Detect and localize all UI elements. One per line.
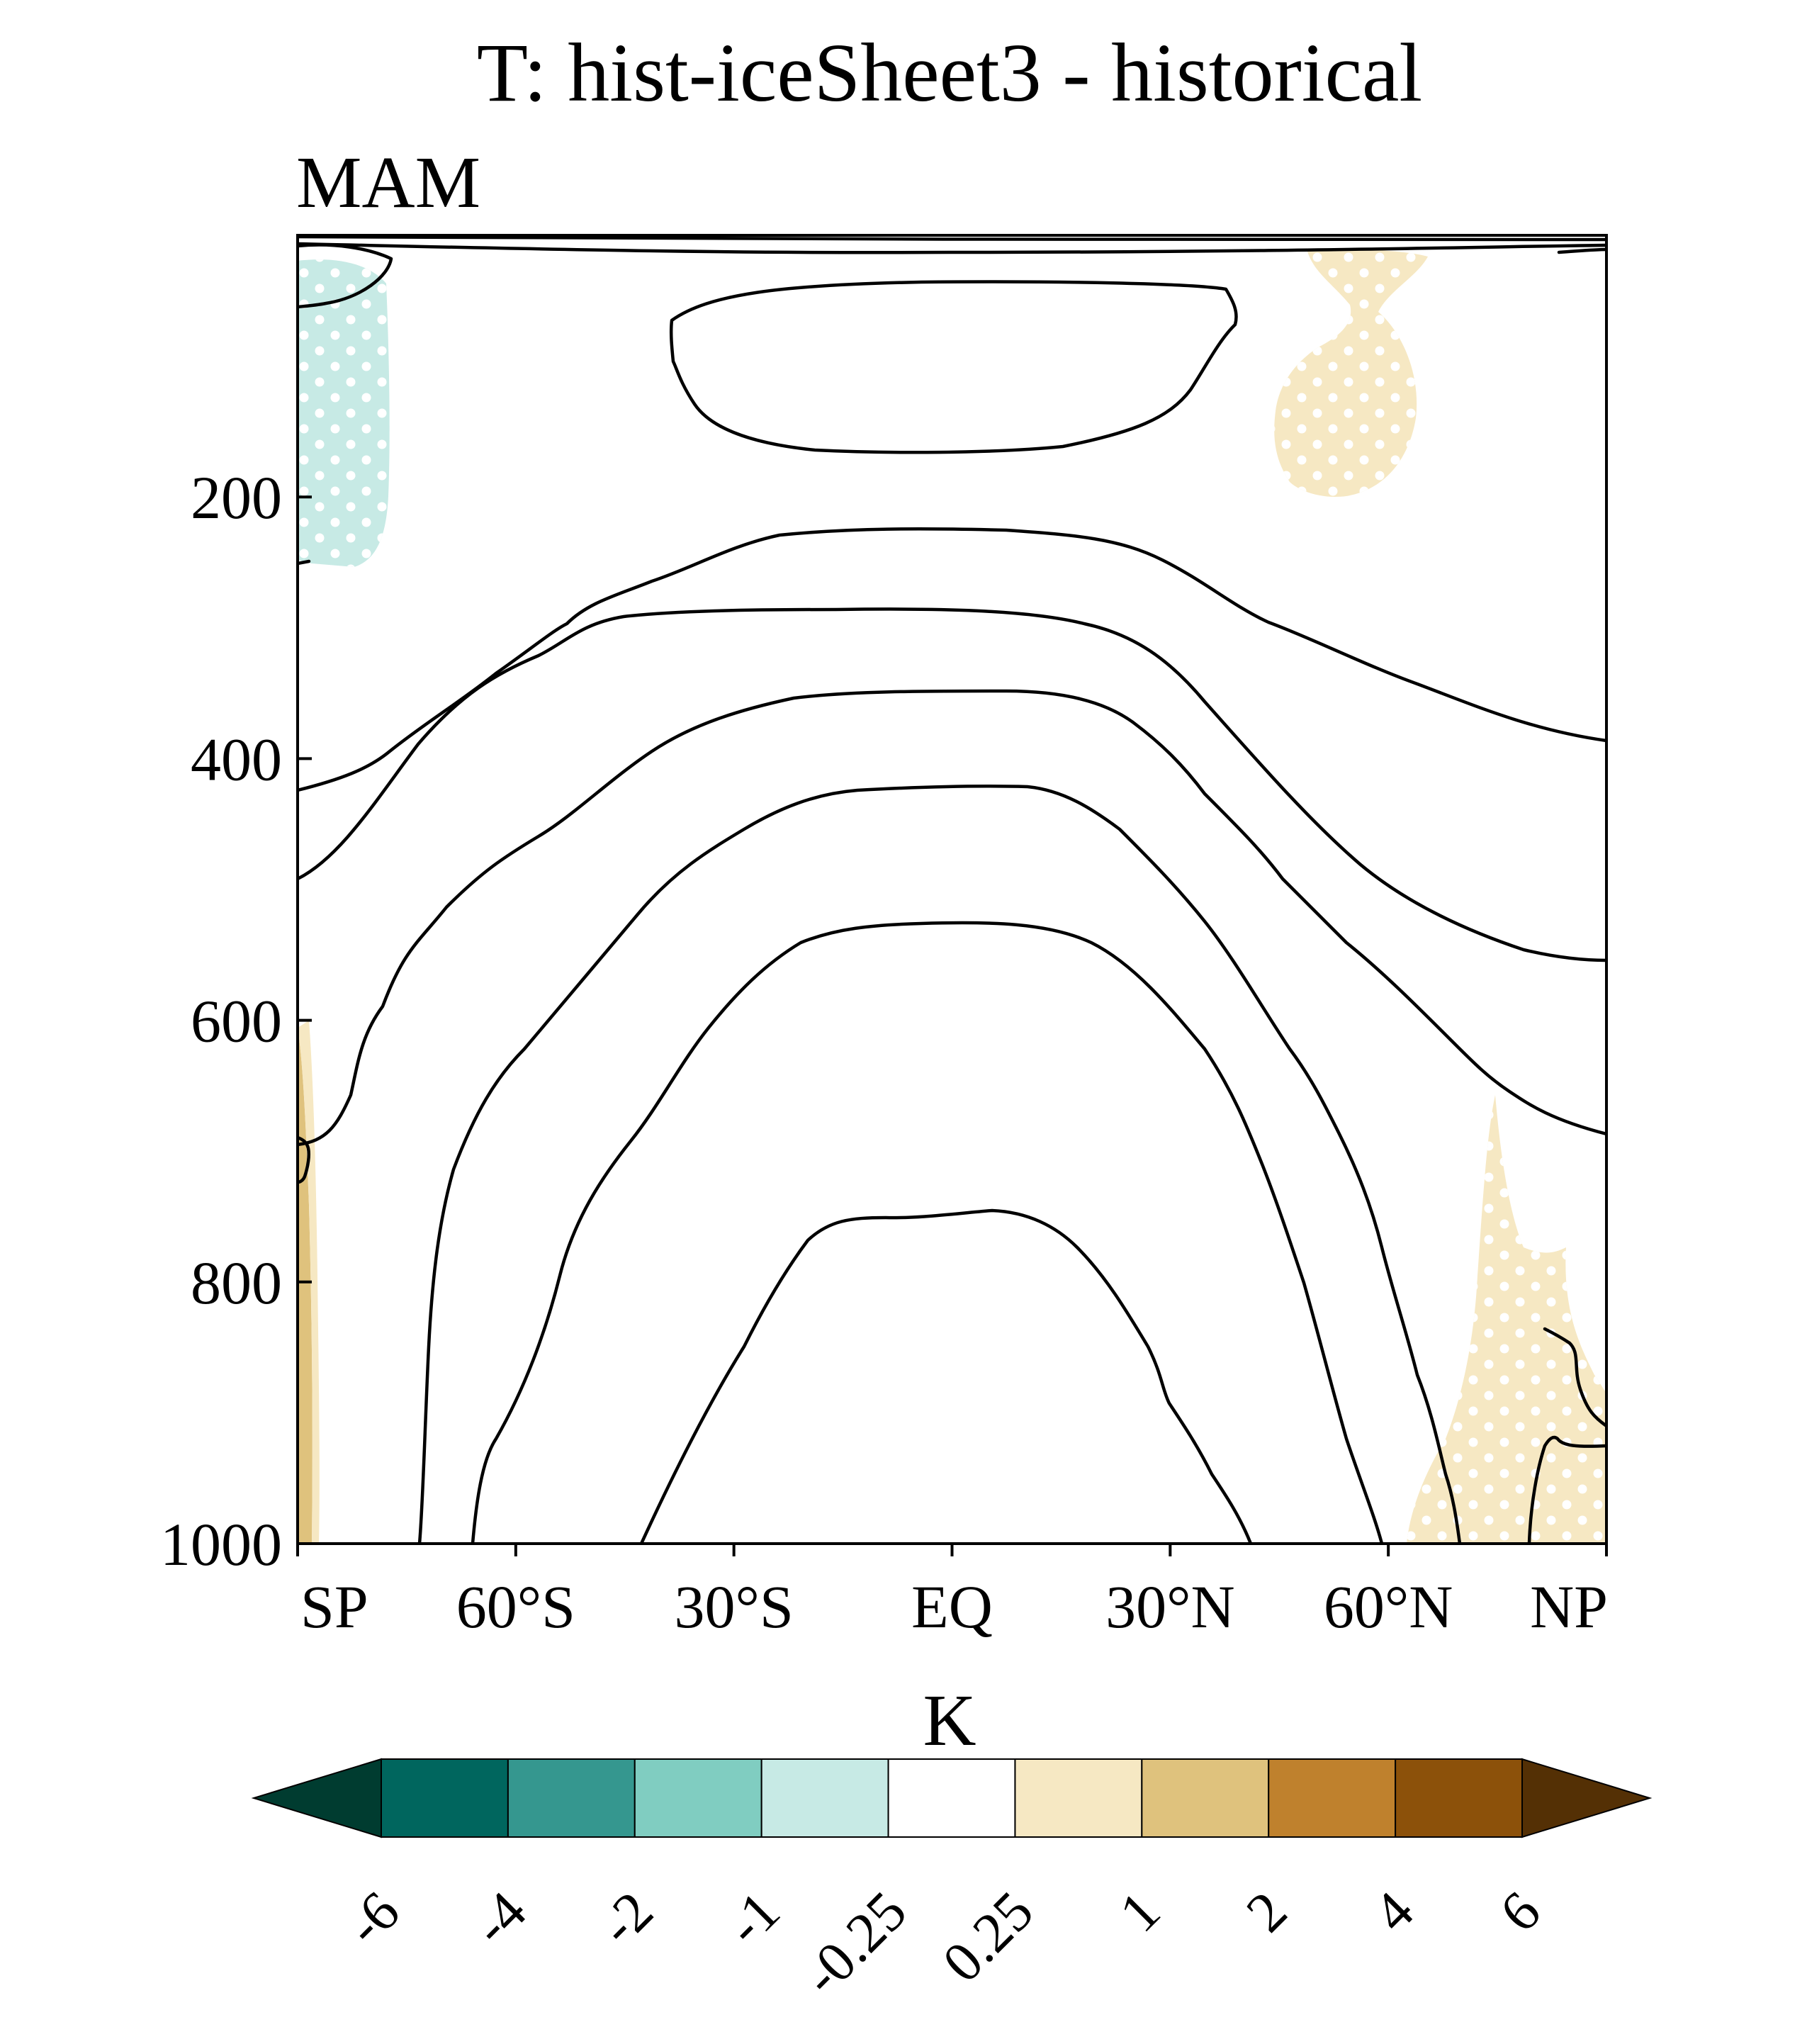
colorbar-over-triangle	[1521, 1758, 1653, 1838]
stipple-positive-north-lower	[1407, 1095, 1606, 1544]
stipple-negative-south-pole	[298, 259, 390, 567]
x-tick-label: 60°S	[456, 1573, 575, 1641]
shade-positive-south-surface	[298, 1028, 313, 1544]
colorbar-tick-label: -4	[461, 1880, 538, 1958]
colorbar-tick-label: 6	[1488, 1880, 1553, 1945]
plot-area	[298, 235, 1606, 1544]
y-tick-label: 1000	[160, 1510, 282, 1578]
colorbar-swatch	[507, 1758, 636, 1838]
colorbar-swatch	[1395, 1758, 1523, 1838]
contour-upper-closed	[669, 280, 1238, 454]
colorbar: -6 -4 -2 -1-0.25 0.25 1 2 4 6	[251, 1758, 1653, 2008]
x-tick-label: SP	[300, 1573, 368, 1641]
contour-top-1	[298, 235, 1606, 242]
x-axis: SP 60°S 30°S EQ 30°N 60°N NP	[296, 1544, 1608, 1641]
y-tick-label: 800	[191, 1249, 282, 1317]
colorbar-tick-label: -2	[587, 1880, 665, 1958]
colorbar-swatch	[760, 1758, 889, 1838]
contour-layer-4	[417, 784, 1462, 1544]
colorbar-swatch	[634, 1758, 762, 1838]
contour-layer-2	[298, 607, 1606, 962]
colorbar-tick-label: 1	[1108, 1880, 1173, 1945]
x-tick-label: 30°N	[1105, 1573, 1235, 1641]
shade-positive-south-surface-light	[298, 1021, 320, 1544]
x-tick-label: EQ	[911, 1573, 993, 1641]
stipple-positive-north-upper	[1274, 249, 1428, 497]
colorbar-swatch	[1014, 1758, 1143, 1838]
x-tick-label: NP	[1530, 1573, 1608, 1641]
colorbar-tick-label: -6	[334, 1880, 411, 1958]
contour-layer-3	[298, 689, 1606, 1147]
colorbar-tick-label: -0.25	[791, 1880, 918, 2008]
contour-layer-5	[471, 921, 1384, 1544]
y-tick-label: 200	[191, 464, 282, 532]
y-tick-label: 400	[191, 725, 282, 793]
season-label: MAM	[296, 142, 480, 223]
contour-layer-6	[639, 1208, 1253, 1544]
contour-top-3	[1557, 247, 1606, 254]
colorbar-under-triangle	[251, 1758, 382, 1838]
colorbar-tick-label: 0.25	[931, 1880, 1045, 1994]
colorbar-tick-label: 2	[1234, 1880, 1299, 1945]
contour-sp-kink	[298, 1135, 311, 1184]
contour-sp-tick	[298, 559, 311, 566]
contour-sp-cap	[298, 243, 393, 309]
x-tick-label: 30°S	[675, 1573, 794, 1641]
x-tick-label: 60°N	[1324, 1573, 1453, 1641]
colorbar-swatch	[887, 1758, 1016, 1838]
chart-title: T: hist-iceSheet3 - historical	[477, 26, 1422, 119]
colorbar-swatch	[1268, 1758, 1397, 1838]
colorbar-unit: K	[923, 1680, 976, 1761]
y-axis: 200 400 600 800 1000	[160, 464, 312, 1578]
colorbar-swatch	[381, 1758, 509, 1838]
colorbar-tick-label: -1	[714, 1880, 792, 1958]
contour-north-bottom-2	[1527, 1435, 1606, 1544]
y-tick-label: 600	[191, 987, 282, 1055]
colorbar-tick-label: 4	[1361, 1880, 1426, 1945]
colorbar-swatch	[1141, 1758, 1270, 1838]
contour-layer-1	[298, 527, 1606, 792]
contour-top-2	[298, 242, 1606, 254]
contour-north-bottom-1	[1543, 1327, 1606, 1428]
